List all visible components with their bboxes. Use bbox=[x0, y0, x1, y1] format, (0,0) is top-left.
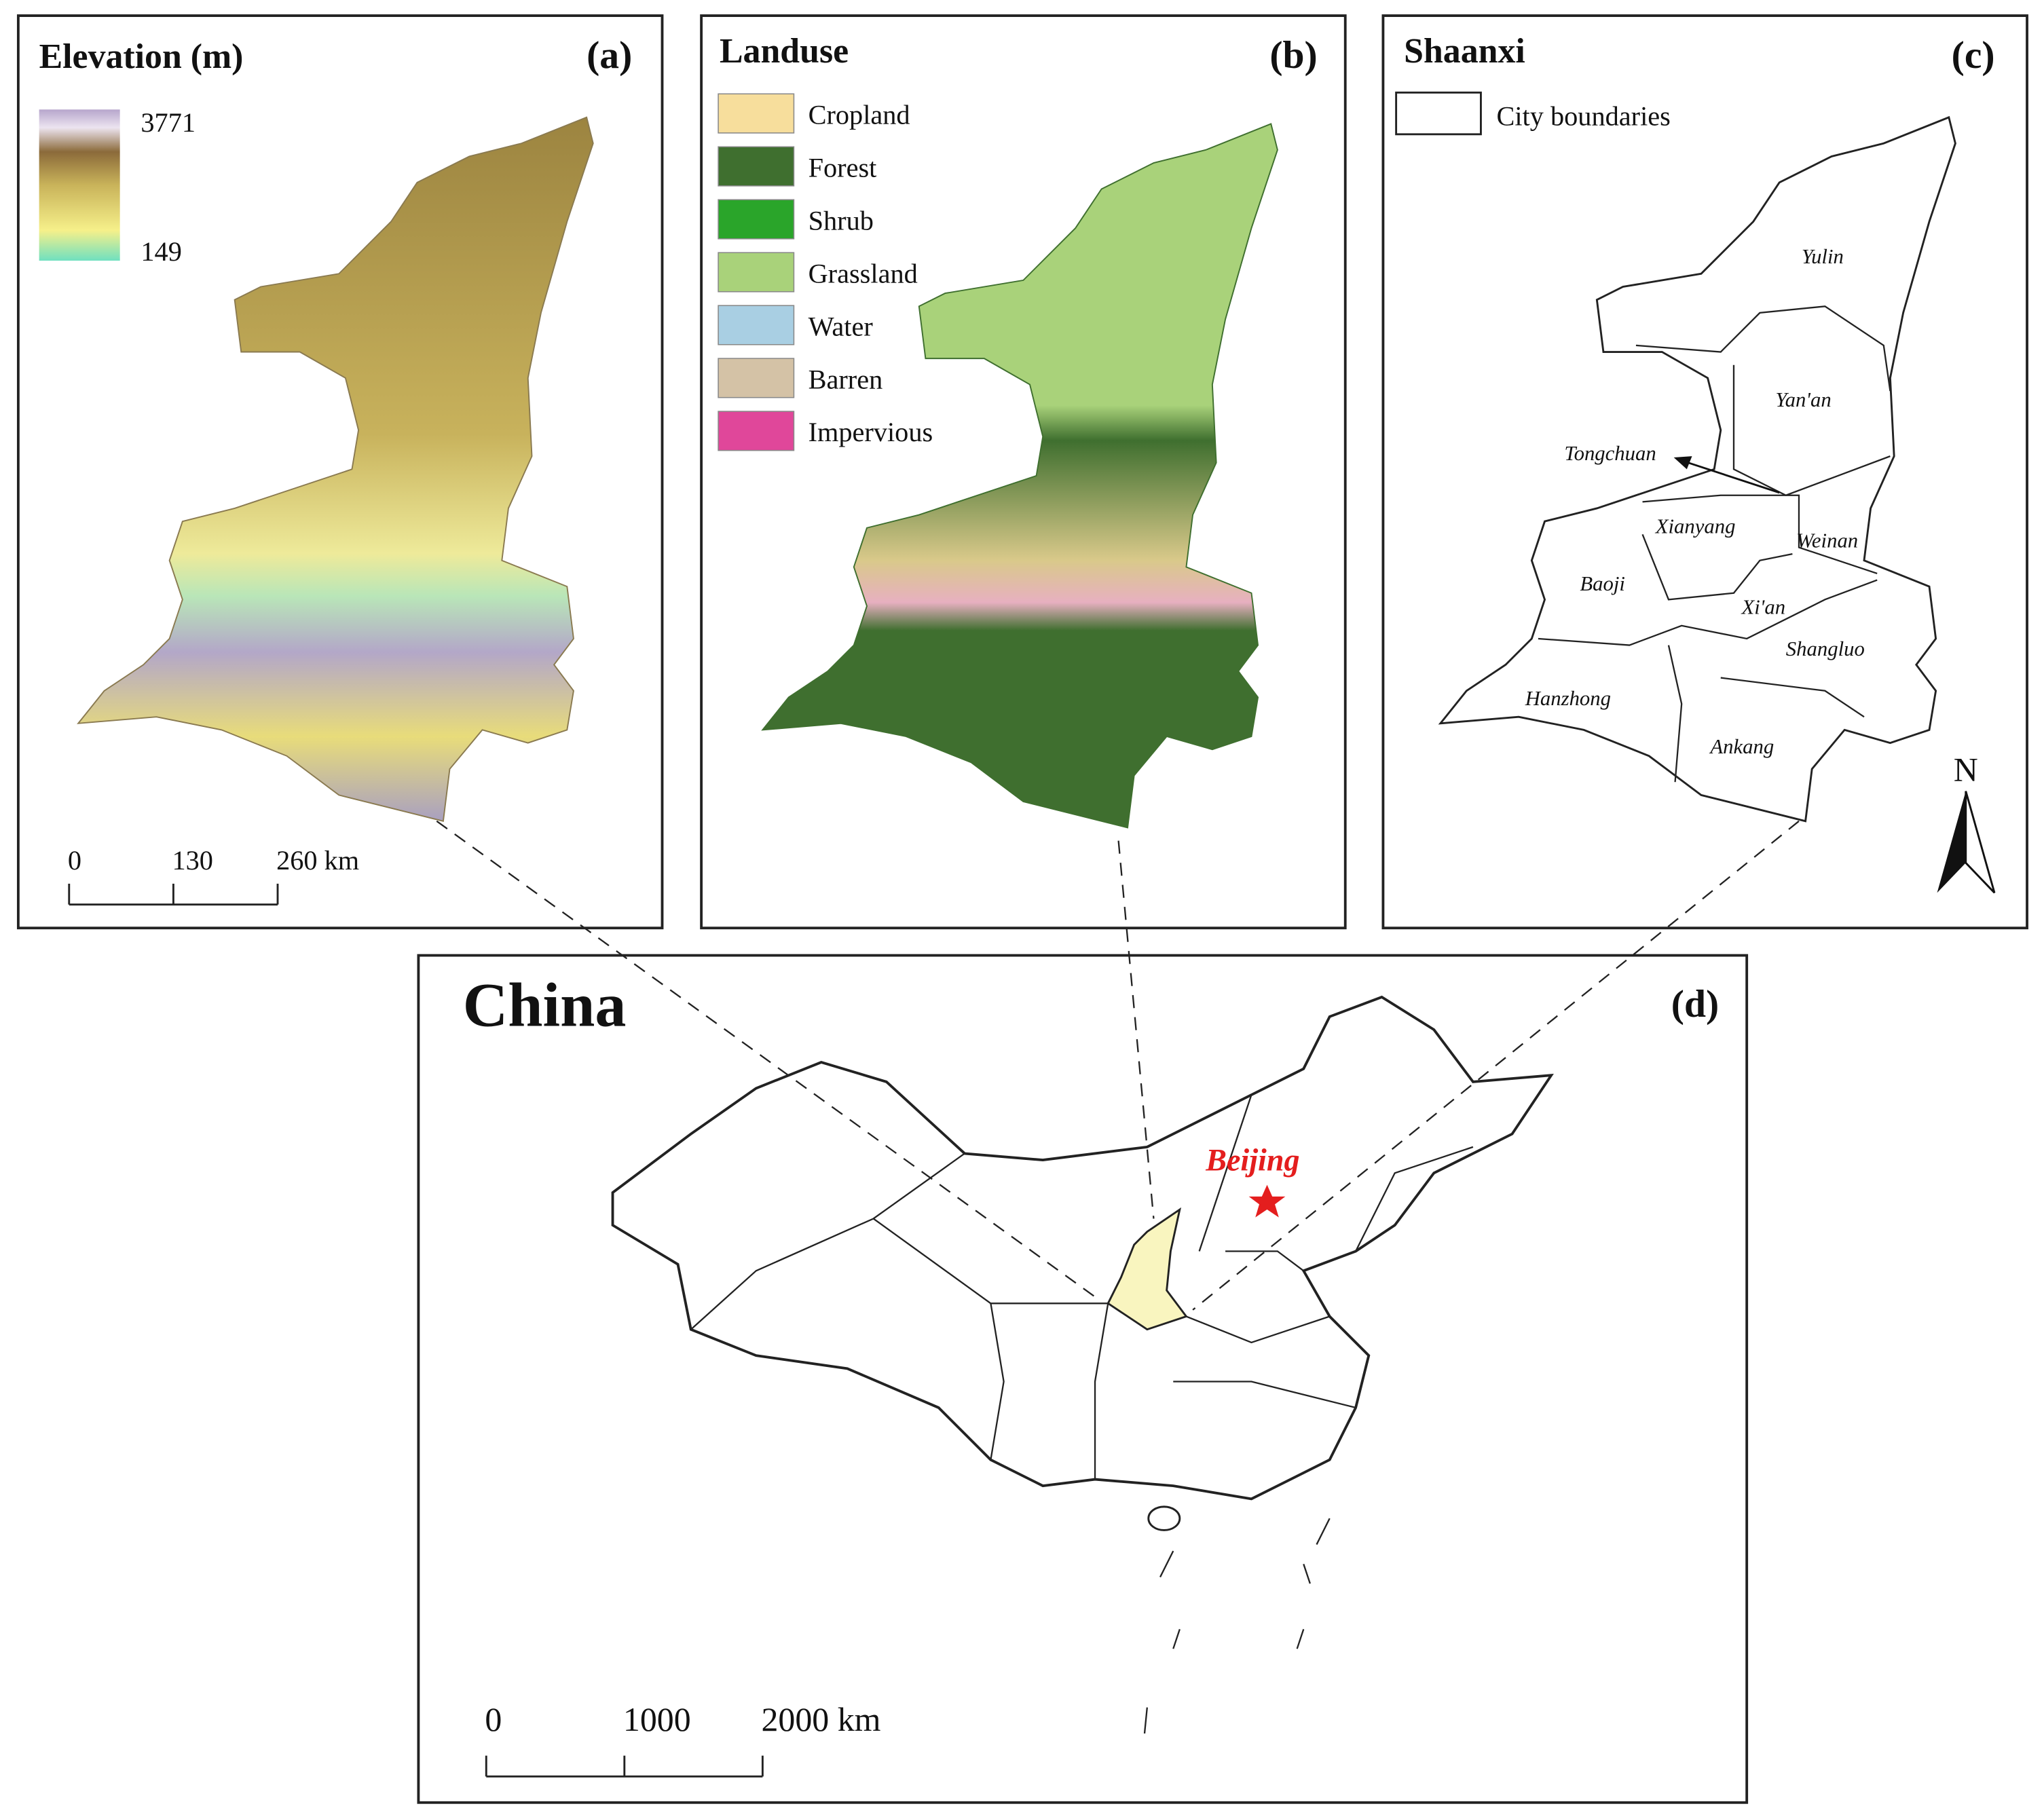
panel-title: Shaanxi bbox=[1404, 32, 1525, 71]
legend-max: 3771 bbox=[141, 107, 196, 138]
panel-label: (a) bbox=[587, 34, 632, 77]
scale-label: 0 bbox=[485, 1701, 502, 1738]
panel-label: (d) bbox=[1671, 983, 1719, 1026]
legend-swatch bbox=[718, 358, 795, 398]
city-label: Xianyang bbox=[1654, 514, 1736, 538]
city-boundaries bbox=[1538, 305, 1891, 783]
legend-swatch bbox=[718, 93, 795, 134]
legend-swatch bbox=[718, 199, 795, 240]
connector bbox=[436, 820, 1096, 1298]
scale-bar: 0 1000 2000 km bbox=[485, 1701, 881, 1778]
legend-label: Forest bbox=[809, 152, 877, 183]
city-label: Yulin bbox=[1802, 245, 1844, 268]
pointer-head bbox=[1673, 456, 1692, 470]
scale-label: 2000 km bbox=[761, 1701, 880, 1738]
pointer-arrow bbox=[1684, 460, 1780, 494]
legend-swatch bbox=[1395, 91, 1482, 136]
city-label: Shangluo bbox=[1786, 637, 1865, 660]
province-boundaries bbox=[690, 1094, 1474, 1480]
city-label: Tongchuan bbox=[1564, 442, 1656, 465]
north-arrow bbox=[1965, 791, 1996, 894]
elevation-legend bbox=[39, 109, 120, 261]
capital-star bbox=[1248, 1184, 1286, 1218]
city-label: Ankang bbox=[1709, 735, 1774, 758]
city-label: Baoji bbox=[1580, 572, 1625, 595]
legend-label: Grassland bbox=[809, 258, 918, 288]
legend-label: Water bbox=[809, 311, 874, 341]
islands bbox=[1143, 1518, 1331, 1734]
legend-label: Cropland bbox=[809, 99, 910, 130]
capital-label: Beijing bbox=[1205, 1142, 1299, 1177]
connector bbox=[1117, 840, 1155, 1219]
scale-label: 130 bbox=[172, 845, 212, 876]
connector bbox=[1192, 820, 1800, 1311]
legend-swatch bbox=[718, 252, 795, 293]
scale-label: 0 bbox=[68, 845, 81, 876]
scale-bar: 0 130 260 km bbox=[68, 845, 359, 906]
hainan bbox=[1147, 1505, 1181, 1531]
legend-label: Barren bbox=[809, 364, 883, 394]
city-label: Weinan bbox=[1796, 529, 1858, 552]
legend-swatch bbox=[718, 146, 795, 187]
city-labels: Yulin Yan'an Tongchuan Xianyang Weinan B… bbox=[1525, 245, 1865, 758]
legend-min: 149 bbox=[141, 236, 181, 267]
legend-swatch bbox=[718, 411, 795, 451]
panel-title: China bbox=[463, 970, 627, 1039]
north-label: N bbox=[1954, 751, 1978, 788]
legend-label: Shrub bbox=[809, 205, 874, 236]
city-label: Hanzhong bbox=[1525, 687, 1611, 710]
north-arrow bbox=[1937, 791, 1966, 893]
legend-label: City boundaries bbox=[1496, 100, 1670, 131]
legend-swatch bbox=[718, 305, 795, 345]
landuse-legend: Cropland Forest Shrub Grassland Water Barren I… bbox=[718, 93, 933, 451]
scale-label: 260 km bbox=[276, 845, 359, 876]
legend-label: Impervious bbox=[809, 417, 933, 447]
shaanxi-in-china bbox=[1107, 1207, 1188, 1331]
china-outline bbox=[611, 995, 1554, 1501]
panel-label: (c) bbox=[1952, 34, 1995, 77]
scale-label: 1000 bbox=[623, 1701, 691, 1738]
panel-title: Landuse bbox=[720, 32, 849, 71]
panel-label: (b) bbox=[1269, 34, 1317, 77]
panel-title: Elevation (m) bbox=[39, 37, 244, 76]
city-label: Xi'an bbox=[1740, 595, 1785, 618]
city-label: Yan'an bbox=[1775, 388, 1831, 411]
